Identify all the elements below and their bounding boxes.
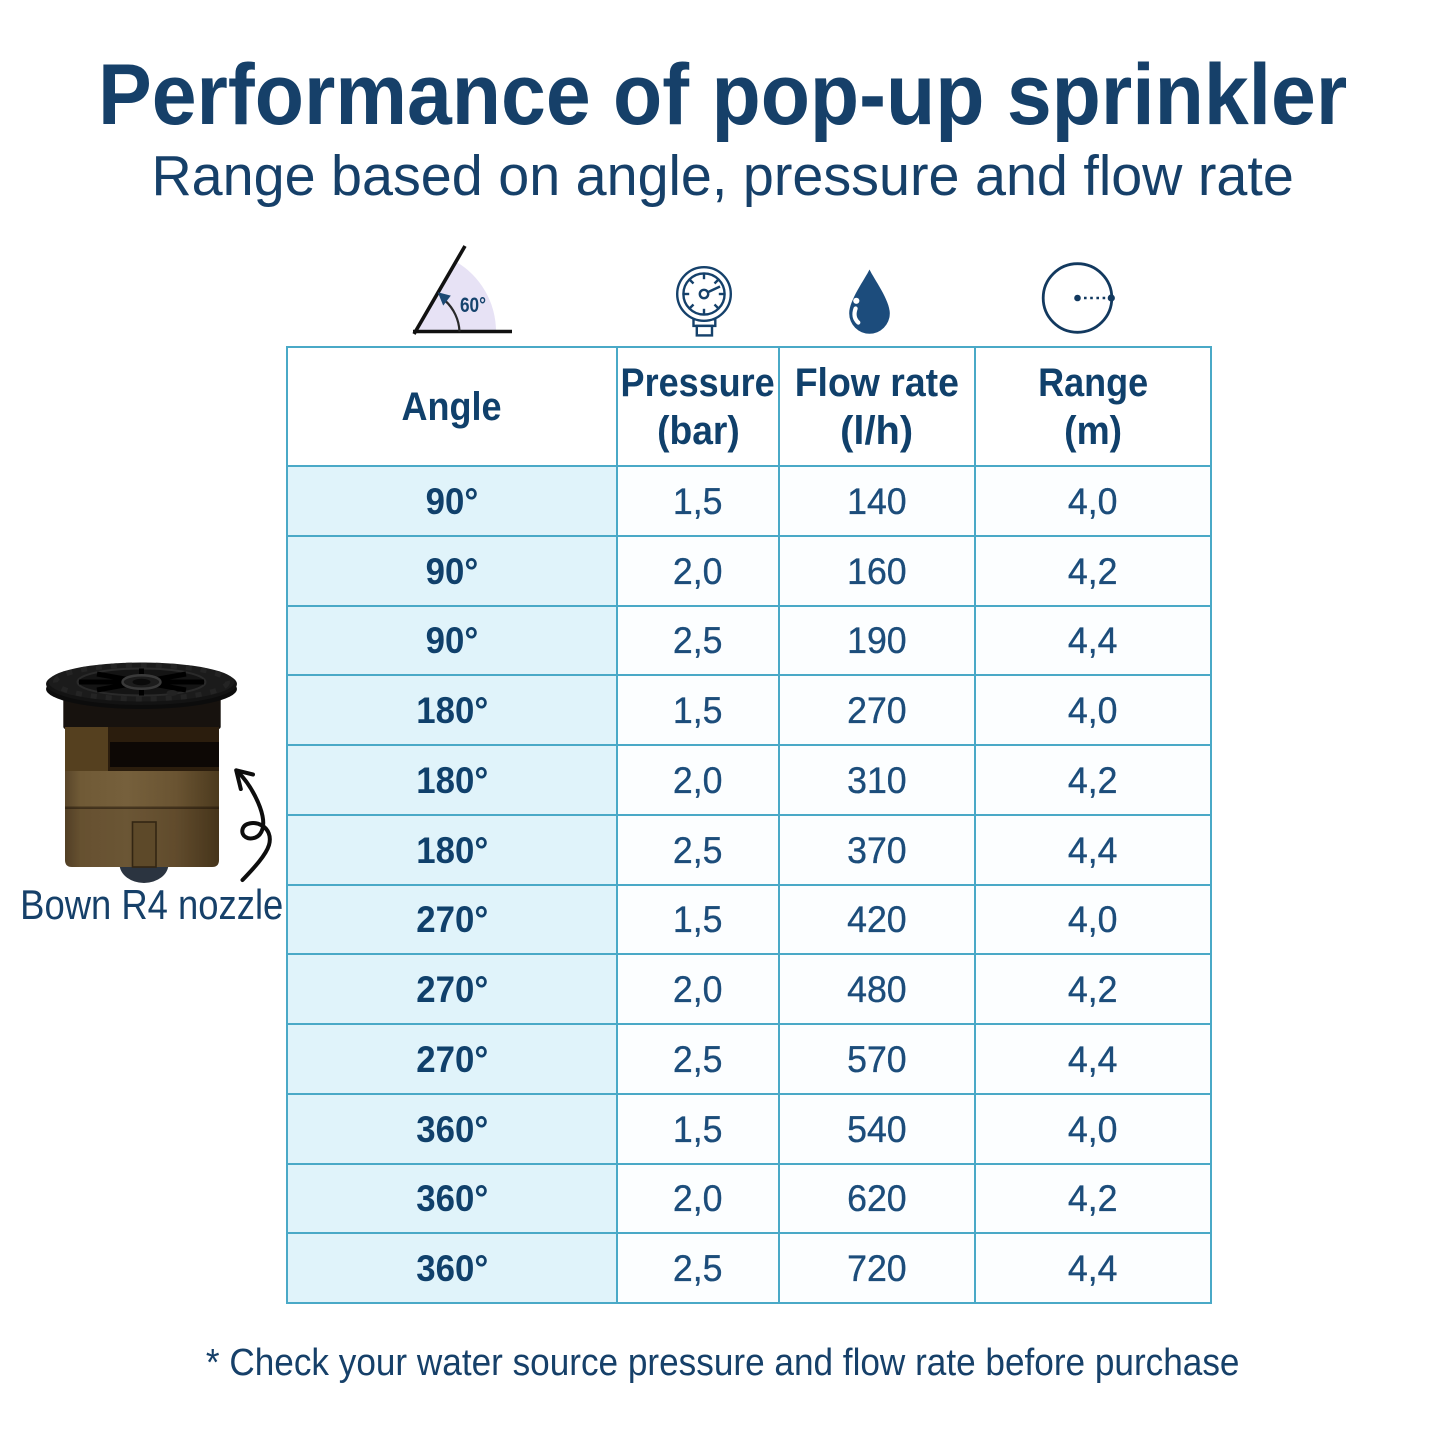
svg-text:60°: 60° bbox=[460, 293, 486, 317]
